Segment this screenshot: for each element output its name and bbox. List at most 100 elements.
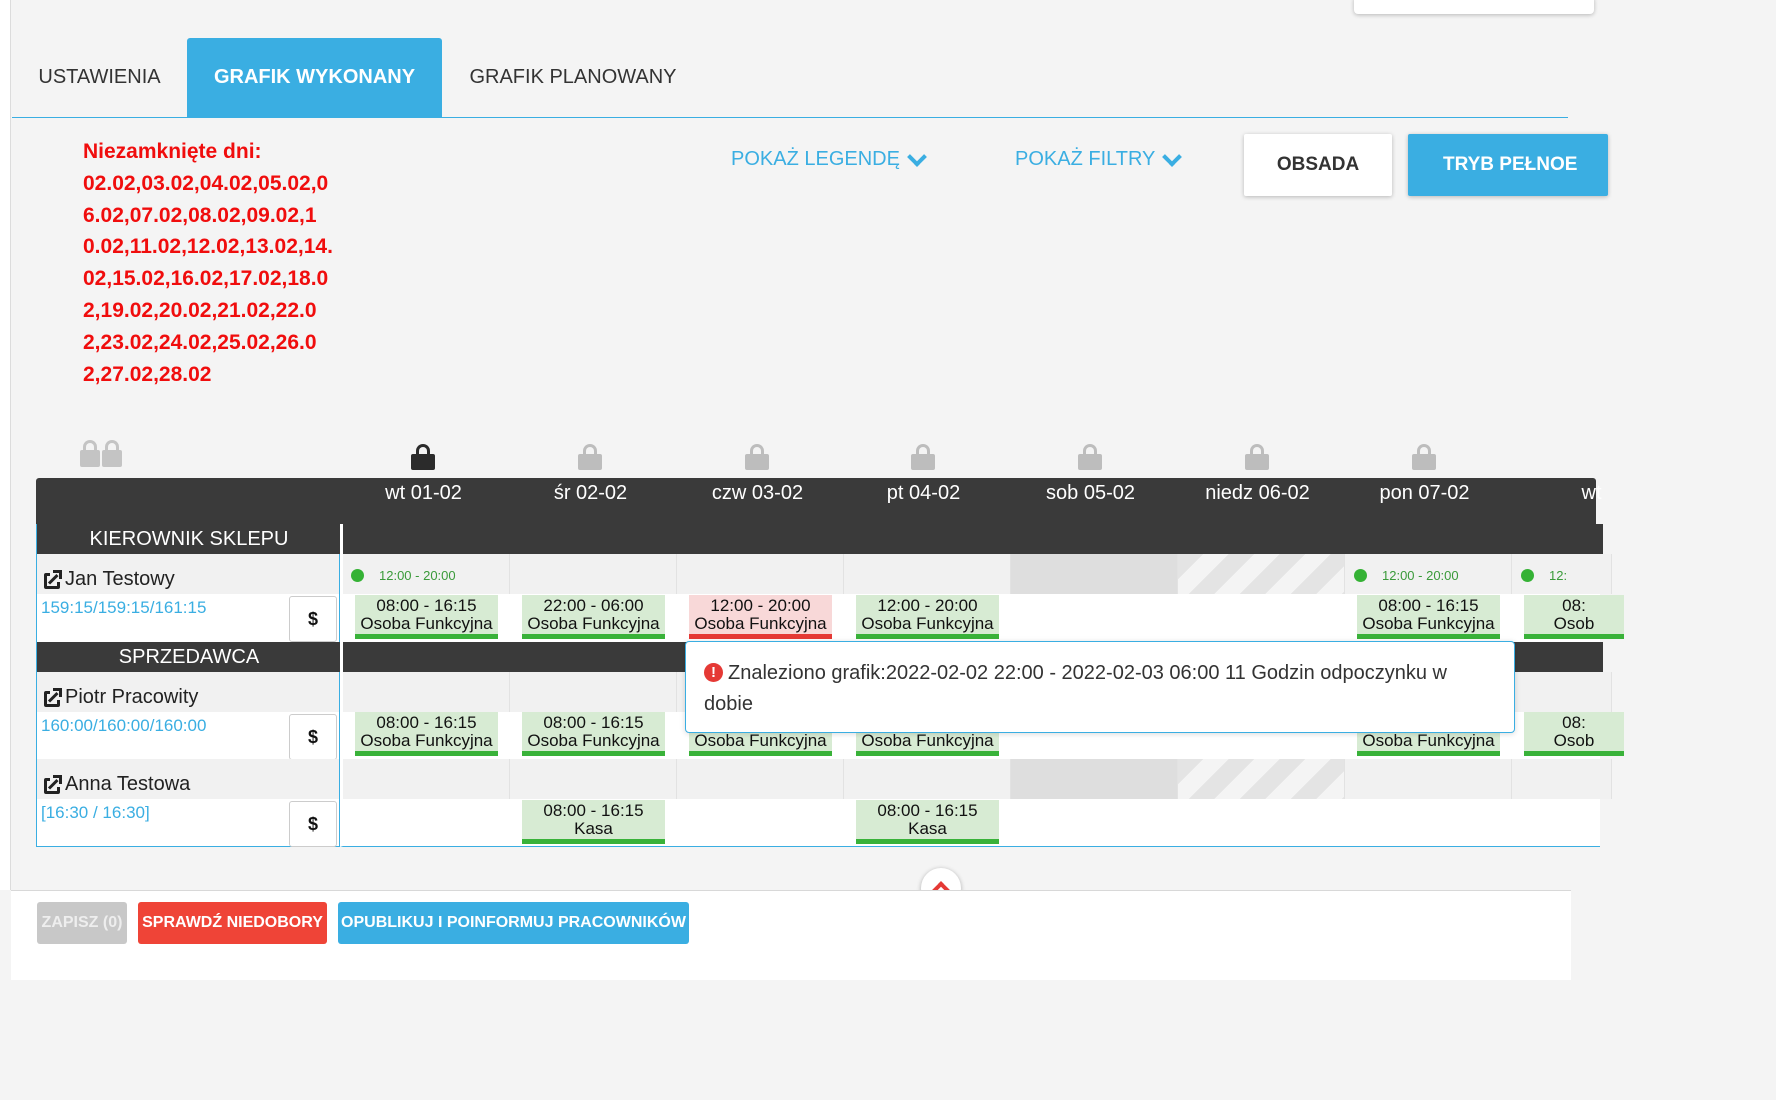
shift-role: Osob [1553,731,1595,750]
shift-role: Kasa [574,819,613,838]
shift-block[interactable]: 08:00 - 16:15 Osoba Funkcyjna [522,712,665,756]
employee-name-link[interactable]: Anna Testowa [43,773,190,796]
day-cell[interactable] [1178,759,1345,799]
shift-time: 08:00 - 16:15 [543,801,644,820]
tab-grafik-wykonany[interactable]: GRAFIK WYKONANY [187,38,442,117]
shift-block[interactable]: 08: Osob [1524,712,1624,756]
employees-column: KIEROWNIK SKLEPU Jan Testowy 159:15/159:… [36,524,341,847]
employee-row: Anna Testowa [16:30 / 16:30] $ [37,759,341,847]
external-link-icon [43,774,63,795]
day-cell[interactable] [510,759,677,799]
cost-button[interactable]: $ [289,596,337,642]
check-shortages-button[interactable]: SPRAWDŹ NIEDOBORY [138,902,327,944]
planned-time: 12:00 - 20:00 [1382,568,1459,583]
lock-icon[interactable] [911,444,935,470]
external-link-icon [43,687,63,708]
shift-block[interactable]: 08:00 - 16:15 Kasa [522,800,665,844]
day-header: niedz 06-02 [1205,482,1310,504]
planned-dot-icon [351,569,364,582]
cost-button[interactable]: $ [289,801,337,847]
planned-dot-icon [1521,569,1534,582]
employee-hours: 160:00/160:00/160:00 [41,716,207,735]
lock-icon[interactable] [1078,444,1102,470]
shift-block[interactable]: 22:00 - 06:00 Osoba Funkcyjna [522,595,665,639]
shift-block[interactable]: 08:00 - 16:15 Osoba Funkcyjna [355,712,498,756]
planned-shift: 12: [1521,568,1567,583]
shift-block-error[interactable]: 12:00 - 20:00 Osoba Funkcyjna [689,595,832,639]
unlock-all-icon[interactable] [80,440,124,468]
unclosed-days-title: Niezamknięte dni: [83,140,262,163]
employee-name-link[interactable]: Jan Testowy [43,568,175,591]
employee-row: Jan Testowy 159:15/159:15/161:15 $ [37,554,341,642]
shift-time: 08:00 - 16:15 [1378,596,1479,615]
shift-block[interactable]: 08:00 - 16:15 Osoba Funkcyjna [1357,595,1500,639]
show-legend-label: POKAŻ LEGENDĘ [731,148,900,170]
day-header: czw 03-02 [711,482,804,504]
tab-ustawienia[interactable]: USTAWIENIA [38,66,161,88]
day-cell[interactable] [343,759,510,799]
chevron-down-icon [907,146,927,167]
day-cell[interactable] [1178,554,1345,594]
day-cell[interactable] [1345,554,1512,594]
publish-button[interactable]: OPUBLIKUJ I POINFORMUJ PRACOWNIKÓW [338,902,689,944]
shift-time: 22:00 - 06:00 [543,596,644,615]
shift-time: 08: [1562,713,1586,732]
shift-role: Osoba Funkcyjna [861,614,994,633]
show-filters-button[interactable]: POKAŻ FILTRY [1015,146,1183,171]
employee-hours: 159:15/159:15/161:15 [41,598,207,617]
save-button[interactable]: ZAPISZ (0) [37,902,127,944]
obsada-button[interactable]: OBSADA [1244,134,1392,196]
day-cell[interactable] [1011,759,1178,799]
shift-time: 08:00 - 16:15 [376,713,477,732]
day-cell[interactable] [343,554,510,594]
day-header: sob 05-02 [1046,482,1135,504]
shift-role: Osob [1553,614,1595,633]
day-cell[interactable] [510,554,677,594]
shift-block[interactable]: 12:00 - 20:00 Osoba Funkcyjna [856,595,999,639]
shift-role: Osoba Funkcyjna [527,614,660,633]
left-edge [0,0,11,890]
day-cell[interactable] [510,672,677,712]
day-cell[interactable] [1512,759,1612,799]
error-icon: ! [704,663,723,682]
day-cell[interactable] [1512,672,1612,712]
shift-time: 08:00 - 16:15 [376,596,477,615]
day-cell[interactable] [677,759,844,799]
lock-icon[interactable] [411,444,435,470]
lock-icon[interactable] [1245,444,1269,470]
day-header: śr 02-02 [553,482,628,504]
shift-block[interactable]: 08:00 - 16:15 Osoba Funkcyjna [355,595,498,639]
lock-icon[interactable] [745,444,769,470]
employee-name-link[interactable]: Piotr Pracowity [43,686,198,709]
fullscreen-mode-button[interactable]: TRYB PEŁNOE [1408,134,1608,196]
day-cell[interactable] [343,672,510,712]
tab-grafik-planowany[interactable]: GRAFIK PLANOWANY [469,66,677,88]
day-cell[interactable] [1345,759,1512,799]
employee-name: Anna Testowa [65,773,191,795]
shift-time: 12:00 - 20:00 [877,596,978,615]
shift-role: Kasa [908,819,947,838]
shift-time: 08: [1562,596,1586,615]
day-cell[interactable] [677,554,844,594]
lock-icon[interactable] [578,444,602,470]
day-cell[interactable] [844,759,1011,799]
shift-role: Osoba Funkcyjna [694,614,827,633]
employee-name: Jan Testowy [65,568,175,590]
chevron-down-icon [1162,146,1183,167]
shift-block[interactable]: 08:00 - 16:15 Kasa [856,800,999,844]
employee-name: Piotr Pracowity [65,686,199,708]
shift-time: 12:00 - 20:00 [710,596,811,615]
lock-icon[interactable] [1412,444,1436,470]
shift-block[interactable]: 08: Osob [1524,595,1624,639]
day-header: pt 04-02 [886,482,961,504]
cost-button[interactable]: $ [289,714,337,760]
top-card [1354,0,1594,14]
tab-bar: USTAWIENIA GRAFIK WYKONANY GRAFIK PLANOW… [12,38,1568,118]
planned-shift: 12:00 - 20:00 [351,568,456,583]
day-header: wt [1581,482,1602,504]
planned-dot-icon [1354,569,1367,582]
employee-hours: [16:30 / 16:30] [41,803,150,822]
day-cell[interactable] [844,554,1011,594]
day-cell[interactable] [1011,554,1178,594]
show-legend-button[interactable]: POKAŻ LEGENDĘ [731,146,927,171]
